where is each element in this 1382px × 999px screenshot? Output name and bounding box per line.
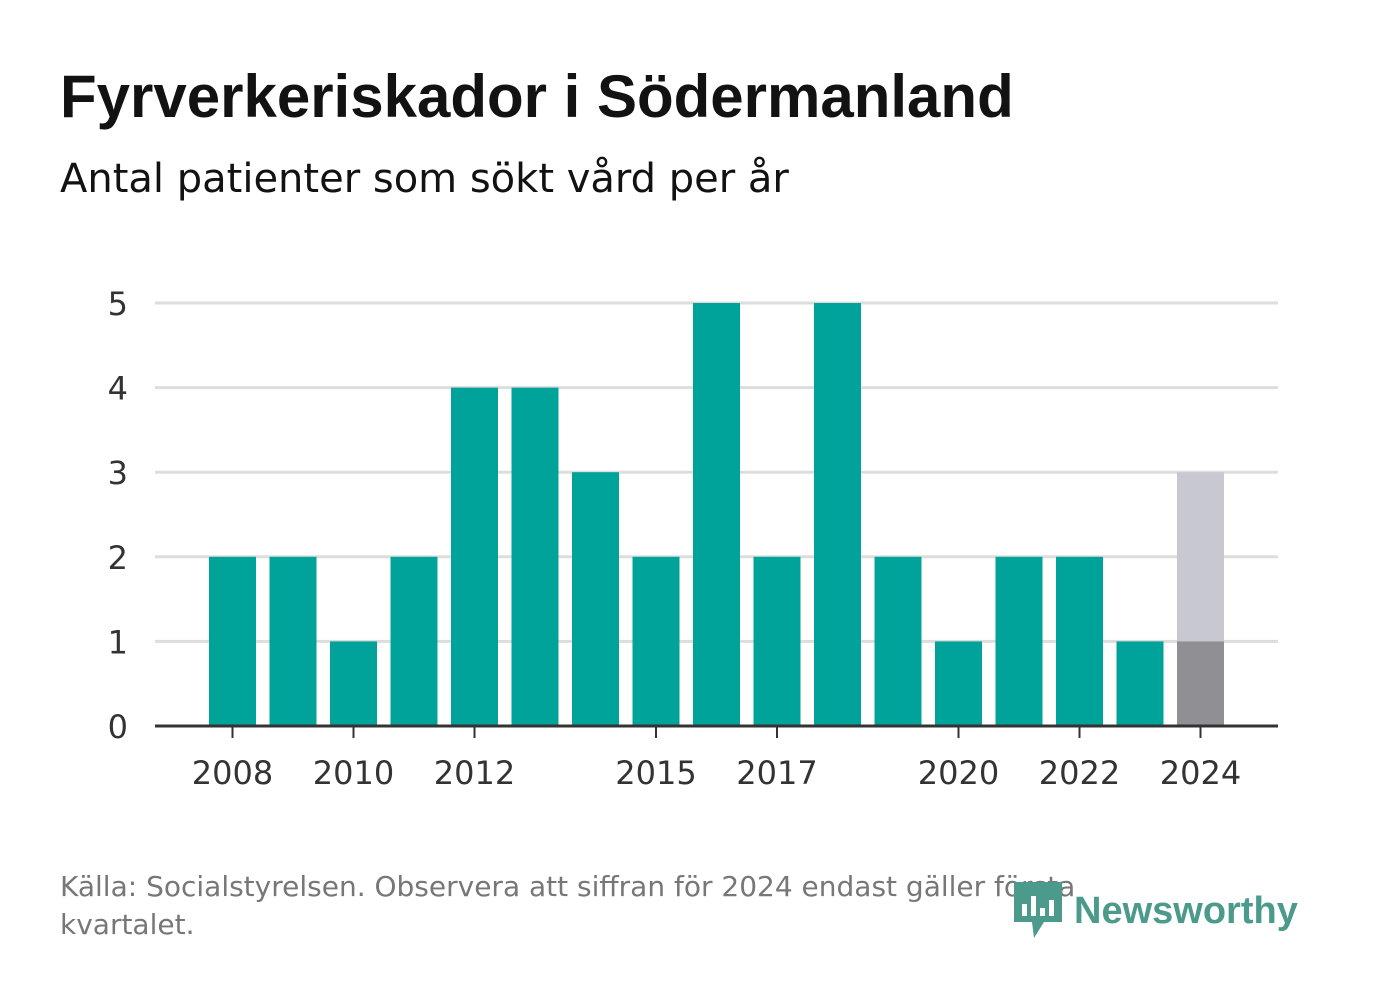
bar-2018 — [814, 303, 861, 726]
bar-2019 — [874, 556, 922, 726]
source-note: Källa: Socialstyrelsen. Observera att si… — [60, 870, 1076, 941]
x-tick-label: 2008 — [192, 754, 273, 792]
newsworthy-logo: Newsworthy — [1010, 880, 1298, 942]
bar-2016 — [693, 303, 740, 726]
bar-2024 — [1177, 641, 1224, 726]
bar-chart: 0 1 2 3 4 5 2008 2010 2012 2015 2017 2020 2022 2024 — [108, 285, 1278, 792]
x-axis-tick-labels: 2008 2010 2012 2015 2017 2020 2022 2024 — [192, 754, 1241, 792]
bar-2014 — [572, 472, 619, 726]
y-tick-label: 2 — [108, 539, 128, 577]
y-tick-label: 4 — [108, 370, 128, 408]
x-tick-label: 2024 — [1160, 754, 1241, 792]
bar-2017 — [753, 556, 801, 726]
chart-title: Fyrverkeriskador i Södermanland — [60, 63, 1014, 130]
x-tick-label: 2010 — [313, 754, 394, 792]
newsworthy-logo-text: Newsworthy — [1074, 889, 1298, 932]
bar-2020 — [935, 641, 982, 726]
y-tick-label: 5 — [108, 285, 128, 323]
y-tick-label: 3 — [108, 454, 128, 492]
x-tick-label: 2015 — [615, 754, 696, 792]
bar-2015 — [632, 556, 680, 726]
bar-2021 — [995, 556, 1043, 726]
bar-2010 — [330, 641, 377, 726]
bar-2023 — [1116, 641, 1164, 726]
x-axis — [155, 724, 1278, 738]
x-tick-label: 2020 — [918, 754, 999, 792]
x-tick-label: 2017 — [736, 754, 817, 792]
bar-2013 — [511, 387, 559, 726]
newsworthy-logo-icon — [1014, 882, 1062, 938]
bar-2024-estimate — [1177, 472, 1224, 642]
chart-subtitle: Antal patienter som sökt vård per år — [60, 156, 789, 202]
y-tick-label: 0 — [108, 708, 128, 746]
bar-2022 — [1056, 556, 1103, 726]
bars — [209, 303, 1224, 726]
bar-2012 — [451, 387, 498, 726]
bar-2011 — [390, 556, 438, 726]
y-tick-label: 1 — [108, 623, 128, 661]
x-tick-label: 2022 — [1039, 754, 1120, 792]
bar-2008 — [209, 556, 256, 726]
bar-2009 — [269, 556, 317, 726]
x-tick-label: 2012 — [434, 754, 515, 792]
y-axis-tick-labels: 0 1 2 3 4 5 — [108, 285, 128, 746]
